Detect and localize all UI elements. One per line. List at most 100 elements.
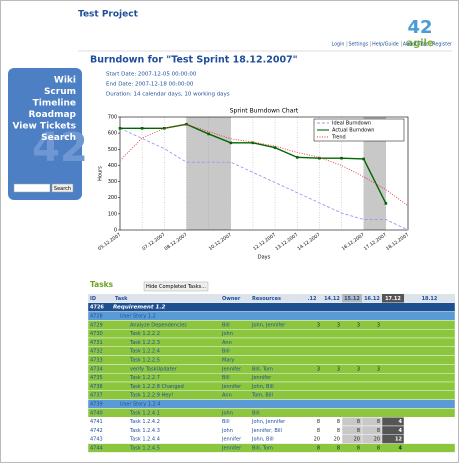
hour-value: 4 (399, 428, 403, 434)
hour-value: 8 (357, 446, 360, 452)
sprint-duration: Duration: 14 calendar days, 10 working d… (106, 92, 230, 98)
task-name[interactable]: Analyze Dependencies (130, 322, 187, 328)
sidebar-link[interactable]: View Tickets (12, 122, 76, 132)
x-axis-label: Days (258, 255, 271, 261)
nav-link[interactable]: Login (331, 42, 344, 48)
task-owner: Ann (222, 393, 232, 399)
column-header: Owner (222, 296, 241, 302)
task-id[interactable]: 4742 (90, 428, 103, 434)
task-owner: Jennifer (221, 384, 242, 390)
task-name[interactable]: Task 1.2.2.8 Changed (129, 384, 184, 390)
project-title: Test Project (78, 10, 139, 20)
sprint-start: Start Date: 2007-12-05 00:00:00 (106, 72, 197, 78)
hour-header-cell (404, 294, 455, 303)
sidebar-link[interactable]: Wiki (54, 76, 76, 86)
hour-value: 8 (337, 419, 340, 425)
task-name[interactable]: Task 1.2.4.3 (129, 428, 160, 434)
task-id[interactable]: 4731 (90, 340, 103, 346)
y-tick-label: 600 (108, 131, 117, 137)
task-id[interactable]: 4733 (90, 358, 103, 364)
sidebar-link[interactable]: Roadmap (28, 110, 76, 120)
task-id[interactable]: 4744 (90, 446, 103, 452)
series-line (119, 127, 409, 231)
task-name[interactable]: Task 1.2.4.1 (129, 410, 160, 416)
task-resources: John, Bill (251, 384, 274, 390)
nav-link[interactable]: About Trac (403, 42, 429, 48)
task-id[interactable]: 4728 (90, 314, 103, 320)
sprint-end: End Date: 2007-12-18 00:00:00 (106, 82, 194, 88)
task-id[interactable]: 4737 (90, 393, 103, 399)
task-name[interactable]: Task 1.2.4.5 (129, 446, 160, 452)
hour-value: 20 (354, 437, 360, 443)
sidebar-link[interactable]: Search (41, 133, 76, 143)
task-name[interactable]: Task 1.2.2.3 (129, 340, 160, 346)
task-owner: Bill (222, 349, 230, 355)
task-owner: John (221, 428, 233, 434)
task-name[interactable]: Task 1.2.4.4 (129, 437, 160, 443)
task-name[interactable]: Task 1.2.2.9 Hey! (129, 393, 173, 399)
task-id[interactable]: 4732 (90, 349, 103, 355)
search-button[interactable] (51, 183, 74, 193)
hour-value: 8 (317, 419, 320, 425)
sidebar (8, 68, 82, 200)
search-input[interactable] (13, 183, 51, 193)
table-header (88, 294, 455, 303)
task-name[interactable]: User Story 1.2 (120, 314, 156, 320)
task-id[interactable]: 4743 (90, 437, 103, 443)
sidebar-link[interactable]: Scrum (44, 87, 76, 97)
task-id[interactable]: 4735 (90, 375, 103, 381)
task-name[interactable]: Requirement 1.2 (113, 305, 166, 311)
task-name[interactable]: Task 1.2.2.5 (129, 358, 160, 364)
sprint-title: Burndown for "Test Sprint 18.12.2007" (90, 55, 298, 66)
task-owner: Mary (222, 358, 234, 364)
task-name[interactable]: Task 1.2.4.2 (129, 419, 160, 425)
hour-value: 8 (337, 446, 340, 452)
task-owner: Jennifer (221, 446, 242, 452)
hour-value: 3 (357, 366, 360, 372)
hour-value: 3 (377, 322, 380, 328)
logo-word: agile (406, 38, 434, 49)
hour-value: 3 (317, 322, 320, 328)
task-id[interactable]: 4734 (90, 366, 103, 372)
sidebar-link[interactable]: Timeline (33, 99, 76, 109)
task-row (87, 443, 456, 453)
task-owner: Ann (222, 340, 232, 346)
hour-value: 12 (395, 437, 402, 443)
task-id[interactable]: 4730 (90, 331, 103, 337)
legend-label: Actual Burndown (332, 128, 374, 134)
task-name[interactable]: verify TaskUpdater (130, 366, 178, 372)
hour-value: 8 (377, 428, 380, 434)
column-header: 14.12 (324, 296, 340, 302)
hour-header-cell (322, 294, 342, 303)
hour-value: 3 (337, 322, 340, 328)
task-resources: John, Jennifer (251, 419, 286, 425)
task-resources: John, Jennifer (251, 322, 286, 328)
column-header: .12 (308, 296, 317, 302)
task-owner: Bill (222, 375, 230, 381)
nav-link[interactable]: Help/Guide (372, 42, 399, 48)
task-id[interactable]: 4740 (90, 410, 103, 416)
nav-link[interactable]: Register (432, 42, 452, 48)
task-id[interactable]: 4741 (90, 419, 103, 425)
task-id[interactable]: 4739 (90, 402, 103, 408)
hide-completed-button[interactable] (143, 281, 209, 292)
hour-value: 8 (317, 446, 320, 452)
task-name[interactable]: Task 1.2.2.2 (129, 331, 160, 337)
hide-completed-label: Hide Completed Tasks... (146, 284, 206, 290)
hour-value: 4 (399, 446, 403, 452)
task-resources: John, Bill (251, 437, 274, 443)
task-owner: John (221, 331, 233, 337)
task-id[interactable]: 4726 (90, 305, 104, 311)
task-owner: Jennifer (221, 437, 242, 443)
task-name[interactable]: User Story 1.2.4 (120, 402, 161, 408)
hour-value: 8 (377, 446, 380, 452)
task-name[interactable]: Task 1.2.2.4 (129, 349, 160, 355)
hour-value: 20 (374, 437, 380, 443)
nav-link[interactable]: Settings (348, 42, 368, 48)
y-tick-label: 700 (108, 115, 117, 121)
task-id[interactable]: 4736 (90, 384, 103, 390)
hour-value: 20 (314, 437, 320, 443)
task-id[interactable]: 4729 (90, 322, 103, 328)
task-name[interactable]: Task 1.2.2.7 (129, 375, 160, 381)
